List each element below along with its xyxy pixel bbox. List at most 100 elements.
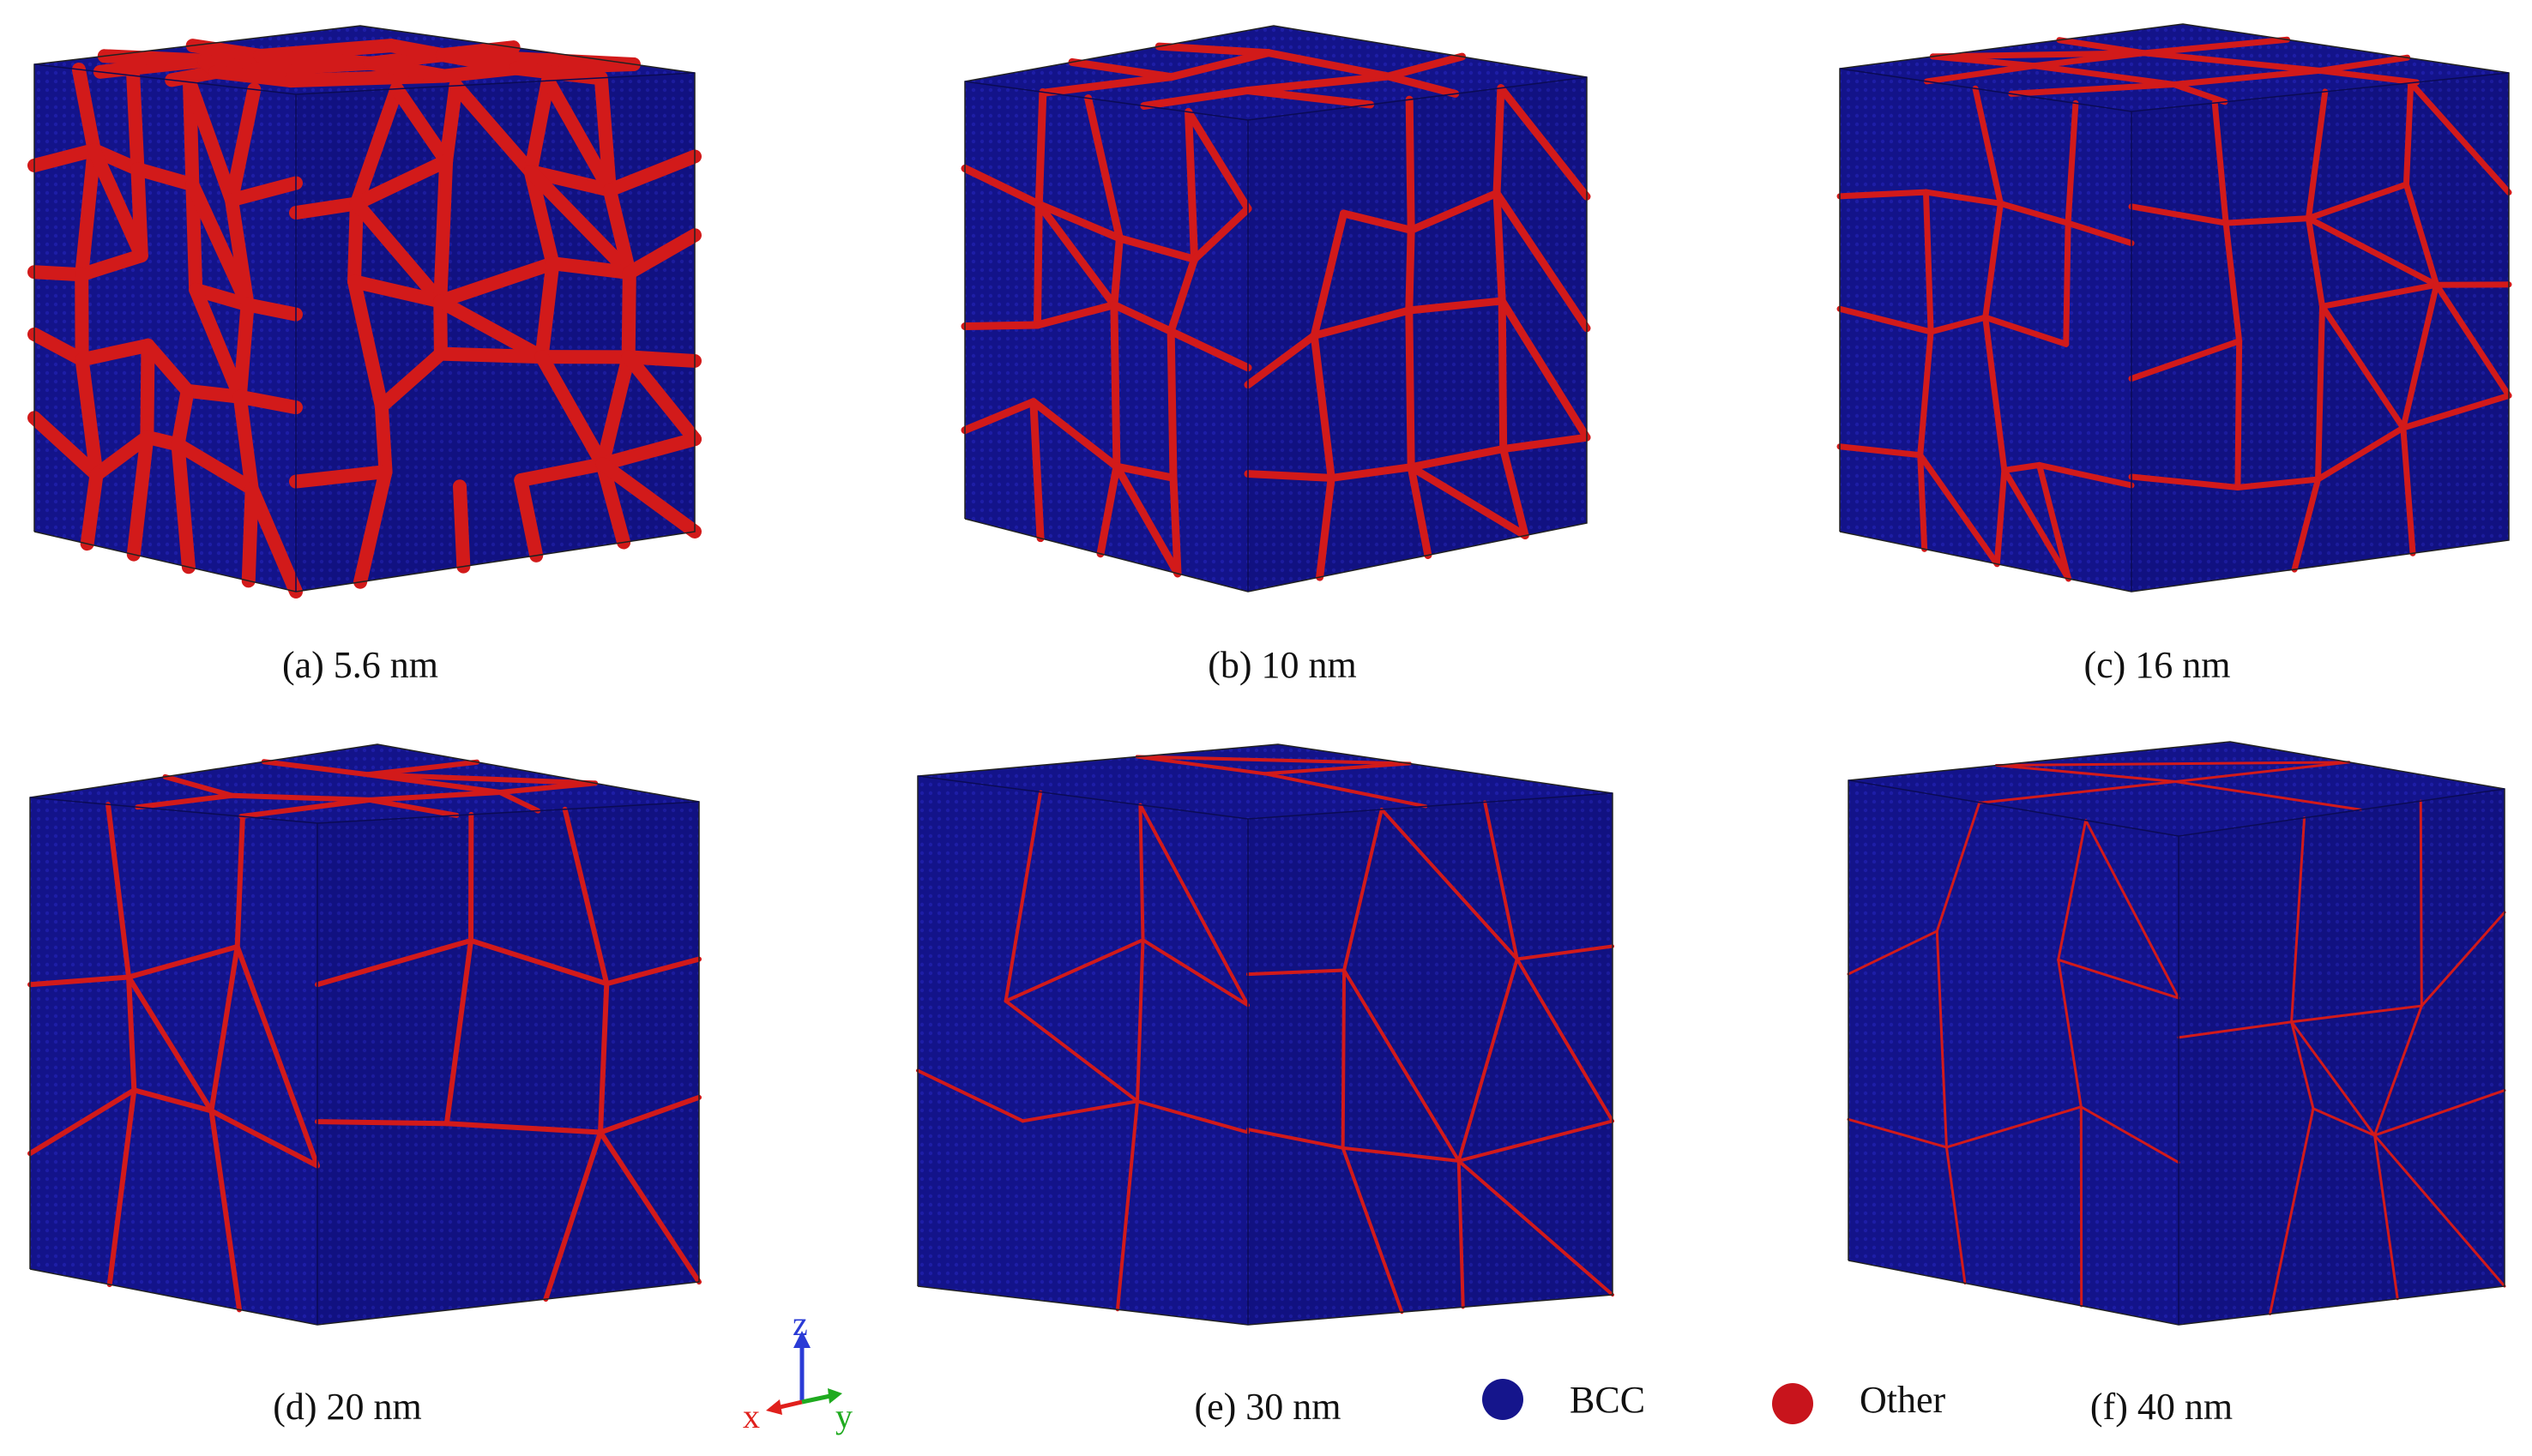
grain-boundary-c-left-15 bbox=[1993, 466, 2008, 568]
grain-boundary-e-right-12 bbox=[1456, 1119, 1614, 1163]
grain-boundary-b-right-20 bbox=[1498, 297, 1508, 454]
grain-boundary-d-left-9 bbox=[208, 944, 240, 1114]
z-axis-label: z bbox=[793, 1304, 808, 1343]
grain-boundary-c-top-9 bbox=[2141, 36, 2291, 57]
grain-boundary-c-top-0 bbox=[1923, 63, 2037, 85]
grain-boundary-a-right-30 bbox=[514, 473, 544, 563]
grain-boundary-e-right-9 bbox=[1515, 944, 1614, 961]
grain-boundary-b-right-12 bbox=[1405, 306, 1415, 472]
grain-boundary-c-right-15 bbox=[2315, 424, 2407, 483]
grain-boundary-e-right-1 bbox=[1246, 1128, 1345, 1150]
grain-boundary-f-top-0 bbox=[1980, 780, 2177, 804]
grain-boundary-b-top-4 bbox=[1243, 72, 1393, 95]
grain-boundary-a-right-31 bbox=[594, 70, 617, 197]
grain-boundary-b-right-15 bbox=[1407, 463, 1529, 540]
grain-boundary-c-left-5 bbox=[1927, 314, 1989, 335]
grain-boundary-c-top-4 bbox=[2030, 50, 2148, 69]
grain-boundary-a-right-25 bbox=[546, 256, 636, 280]
grain-boundary-b-left-15 bbox=[1112, 462, 1178, 482]
grain-boundary-a-right-19 bbox=[453, 479, 471, 574]
grain-boundary-a-left-20 bbox=[126, 430, 154, 562]
grain-boundary-d-right-11 bbox=[598, 1129, 702, 1285]
x-axis-label: x bbox=[743, 1397, 760, 1435]
grain-boundary-d-top-9 bbox=[365, 772, 599, 786]
grain-boundary-c-right-8 bbox=[2305, 88, 2329, 222]
grain-boundary-b-right-2 bbox=[1340, 209, 1415, 234]
cube-d-right-shade bbox=[317, 802, 699, 1325]
grain-boundary-c-right-7 bbox=[2234, 476, 2322, 490]
grain-boundary-e-top-2 bbox=[1263, 761, 1412, 776]
grain-boundary-b-right-16 bbox=[1492, 84, 1505, 197]
grain-boundary-a-left-2 bbox=[27, 327, 89, 367]
grain-boundary-a-left-31 bbox=[225, 82, 262, 208]
grain-boundary-b-left-22 bbox=[1167, 327, 1252, 372]
grain-boundary-a-top-15 bbox=[384, 39, 449, 63]
grain-boundary-a-left-4 bbox=[71, 62, 101, 158]
grain-boundary-f-right-8 bbox=[2420, 911, 2506, 1008]
grain-boundary-b-right-23 bbox=[1499, 445, 1529, 540]
grain-boundary-d-left-2 bbox=[105, 802, 132, 980]
grain-boundary-b-left-14 bbox=[1110, 301, 1121, 471]
grain-boundary-c-right-18 bbox=[2408, 80, 2512, 196]
grain-boundary-c-top-5 bbox=[2030, 63, 2177, 87]
grain-boundary-b-right-5 bbox=[1310, 331, 1335, 482]
grain-boundary-a-right-5 bbox=[347, 196, 364, 289]
grain-boundary-a-left-29 bbox=[171, 437, 259, 496]
grain-boundary-a-right-9 bbox=[374, 346, 448, 413]
grain-boundary-b-left-9 bbox=[1029, 398, 1045, 543]
grain-boundary-b-left-5 bbox=[1033, 200, 1043, 329]
grain-boundary-b-top-5 bbox=[1243, 87, 1375, 109]
grain-boundary-a-right-14 bbox=[433, 153, 454, 309]
grain-boundary-b-left-16 bbox=[1096, 462, 1121, 558]
grain-boundary-b-left-24 bbox=[1169, 473, 1182, 578]
grain-boundary-a-right-22 bbox=[523, 165, 617, 197]
grain-boundary-f-top-4 bbox=[2173, 780, 2362, 811]
grain-boundary-f-right-11 bbox=[2372, 1134, 2399, 1301]
grain-boundary-a-left-32 bbox=[225, 176, 303, 208]
grain-boundary-a-right-1 bbox=[289, 465, 393, 489]
legend: BCC Other bbox=[1482, 1379, 1946, 1424]
grain-boundary-c-left-2 bbox=[1836, 443, 1924, 459]
grain-boundary-f-left-3 bbox=[1935, 930, 1948, 1149]
grain-boundary-a-right-2 bbox=[349, 81, 404, 211]
grain-boundary-a-right-6 bbox=[349, 196, 448, 309]
grain-boundary-a-right-24 bbox=[523, 165, 636, 280]
grain-boundary-b-left-6 bbox=[1034, 200, 1118, 310]
grain-boundary-b-right-0 bbox=[1244, 331, 1318, 389]
grain-boundary-c-left-18 bbox=[2065, 220, 2135, 247]
grain-boundary-a-left-22 bbox=[183, 75, 239, 208]
grain-boundary-a-top-13 bbox=[363, 56, 451, 83]
grain-boundary-a-right-39 bbox=[595, 432, 702, 472]
grain-boundary-e-right-4 bbox=[1341, 968, 1347, 1150]
grain-boundary-d-top-4 bbox=[367, 790, 503, 803]
grain-boundary-a-left-18 bbox=[140, 338, 155, 444]
grain-boundary-b-top-1 bbox=[1140, 87, 1251, 110]
grain-boundary-e-right-2 bbox=[1342, 807, 1384, 972]
grain-boundary-f-right-9 bbox=[2372, 1004, 2423, 1137]
grain-boundary-d-left-8 bbox=[234, 814, 245, 950]
grain-boundary-c-left-10 bbox=[1997, 200, 2071, 226]
grain-boundary-b-right-1 bbox=[1244, 470, 1335, 482]
grain-boundary-c-right-5 bbox=[2222, 220, 2243, 345]
grain-boundary-f-right-2 bbox=[2290, 1004, 2423, 1024]
grain-boundary-d-right-5 bbox=[443, 1121, 604, 1135]
grain-boundary-a-left-39 bbox=[244, 481, 303, 599]
grain-boundary-b-left-23 bbox=[1167, 327, 1178, 482]
grain-boundary-c-left-4 bbox=[1922, 189, 1934, 335]
grain-boundary-c-right-19 bbox=[2402, 181, 2440, 288]
grain-boundary-e-left-9 bbox=[1136, 1099, 1250, 1134]
grain-boundary-e-left-4 bbox=[1021, 1099, 1140, 1123]
grain-boundary-c-left-12 bbox=[1982, 314, 2070, 347]
grain-boundary-d-top-3 bbox=[229, 792, 373, 803]
grain-boundary-e-left-10 bbox=[1115, 1099, 1140, 1312]
grain-boundary-e-left-5 bbox=[1138, 803, 1145, 942]
grain-boundary-c-top-12 bbox=[2316, 67, 2420, 86]
legend-marker-bcc bbox=[1482, 1379, 1523, 1420]
grain-boundary-a-right-23 bbox=[523, 165, 560, 271]
grain-boundary-b-left-8 bbox=[1029, 398, 1121, 471]
grain-boundary-d-left-6 bbox=[131, 1087, 214, 1114]
grain-boundary-a-left-16 bbox=[130, 162, 148, 263]
grain-boundary-a-top-20 bbox=[509, 61, 606, 86]
grain-boundary-a-left-10 bbox=[75, 338, 155, 367]
cube-e-left-face bbox=[918, 776, 1248, 1325]
